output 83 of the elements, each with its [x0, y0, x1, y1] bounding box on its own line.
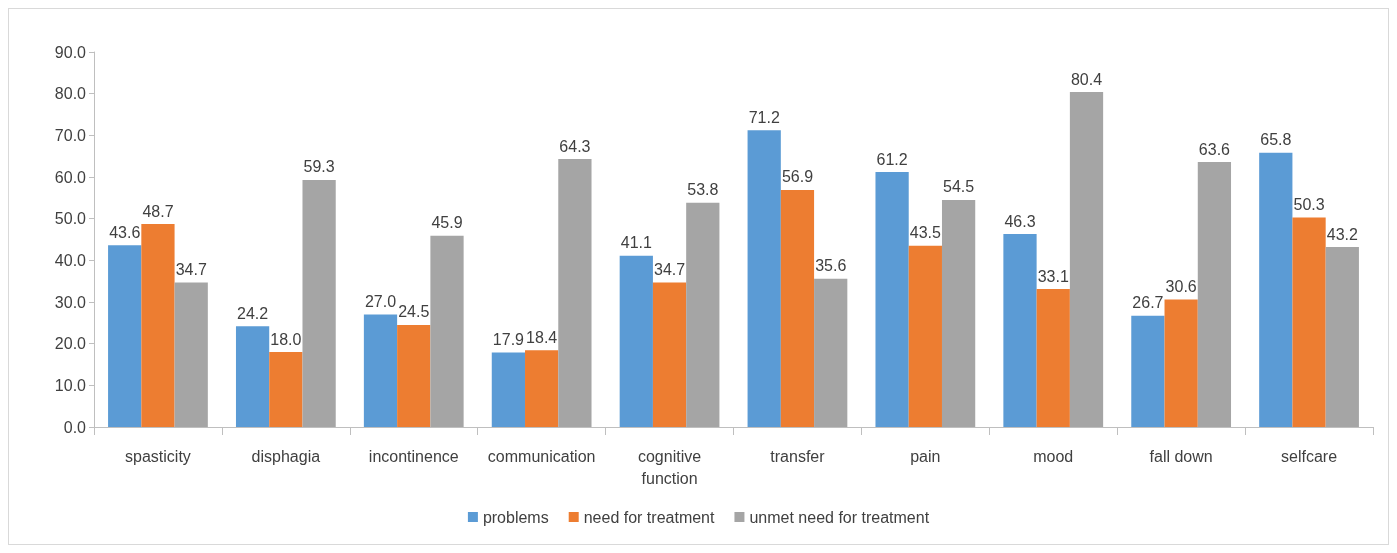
- data-label: 61.2: [876, 150, 908, 168]
- bar: [1069, 92, 1104, 427]
- y-tick-label: 10.0: [54, 376, 87, 394]
- x-tick-label: spasticity: [125, 447, 191, 465]
- bar: [558, 159, 592, 427]
- data-label: 18.0: [270, 330, 302, 348]
- bar: [1131, 315, 1165, 427]
- data-label: 56.9: [781, 168, 814, 186]
- data-label: 64.3: [559, 137, 591, 155]
- x-tick-label: selfcare: [1281, 447, 1338, 465]
- legend-label: need for treatment: [583, 508, 715, 526]
- data-label: 65.8: [1260, 131, 1292, 149]
- bar: [941, 199, 976, 427]
- bar: [780, 189, 815, 427]
- y-tick-label: 0.0: [63, 418, 87, 436]
- data-label: 43.2: [1326, 225, 1358, 243]
- data-label: 30.6: [1165, 278, 1197, 295]
- bar: [174, 282, 208, 427]
- y-tick-label: 70.0: [54, 126, 87, 144]
- bar: [1003, 234, 1037, 427]
- bar: [302, 179, 336, 427]
- y-tick-label: 90.0: [54, 43, 87, 61]
- y-tick-label: 60.0: [54, 168, 87, 186]
- data-label: 33.1: [1037, 267, 1069, 285]
- bar: [397, 324, 431, 427]
- data-label: 26.7: [1132, 294, 1164, 312]
- bar: [525, 350, 559, 427]
- bar: [1292, 217, 1326, 427]
- x-tick-label: pain: [910, 447, 941, 465]
- y-tick-label: 80.0: [54, 85, 87, 103]
- bar: [269, 352, 303, 427]
- bar: [652, 282, 687, 427]
- bar: [1197, 162, 1232, 427]
- x-tick-label: transfer: [770, 447, 826, 465]
- data-label: 35.6: [815, 257, 847, 275]
- bar: [619, 255, 653, 427]
- x-tick-label: cognitive function: [637, 447, 702, 487]
- data-label: 24.5: [398, 303, 430, 321]
- bar: [363, 314, 398, 427]
- data-label: 53.8: [687, 181, 719, 199]
- y-tick-label: 20.0: [54, 335, 87, 353]
- data-label: 27.0: [364, 293, 397, 310]
- bar: [141, 224, 175, 427]
- bar: [430, 235, 464, 427]
- data-label: 34.7: [653, 260, 686, 278]
- x-tick-label: communication: [487, 447, 596, 465]
- data-label: 45.9: [431, 214, 463, 232]
- bar: [235, 326, 270, 427]
- data-label: 59.3: [303, 158, 335, 176]
- data-label: 50.3: [1293, 195, 1325, 213]
- bar: [491, 352, 526, 427]
- data-label: 24.2: [237, 304, 269, 322]
- legend-label: unmet need for treatment: [749, 508, 930, 526]
- y-tick-label: 40.0: [54, 251, 87, 269]
- x-tick-label: fall down: [1149, 447, 1213, 465]
- bar: [908, 245, 942, 427]
- data-label: 80.4: [1070, 70, 1103, 88]
- bar: [875, 172, 909, 427]
- y-tick-label: 30.0: [54, 293, 87, 311]
- data-label: 43.5: [909, 224, 942, 242]
- data-label: 18.4: [526, 328, 558, 346]
- bar: [1036, 289, 1070, 427]
- data-label: 71.2: [748, 108, 780, 126]
- bar: [1164, 299, 1198, 427]
- x-tick-label: incontinence: [368, 447, 459, 465]
- bar: [108, 245, 142, 427]
- bar: [747, 130, 781, 427]
- data-label: 17.9: [492, 330, 525, 348]
- data-label: 46.3: [1004, 212, 1036, 230]
- x-tick-label: mood: [1033, 447, 1074, 465]
- data-label: 54.5: [943, 178, 975, 196]
- x-tick-label: disphagia: [251, 447, 321, 465]
- bar: [1259, 152, 1293, 427]
- legend-label: problems: [482, 508, 549, 526]
- data-label: 34.7: [175, 260, 207, 278]
- data-label: 43.6: [109, 223, 141, 241]
- bar: [1325, 247, 1359, 427]
- bar: [814, 278, 848, 427]
- data-label: 63.6: [1198, 140, 1231, 158]
- bar: [686, 202, 720, 427]
- data-label: 48.7: [142, 202, 174, 220]
- data-label: 41.1: [620, 234, 652, 252]
- y-tick-label: 50.0: [54, 210, 87, 228]
